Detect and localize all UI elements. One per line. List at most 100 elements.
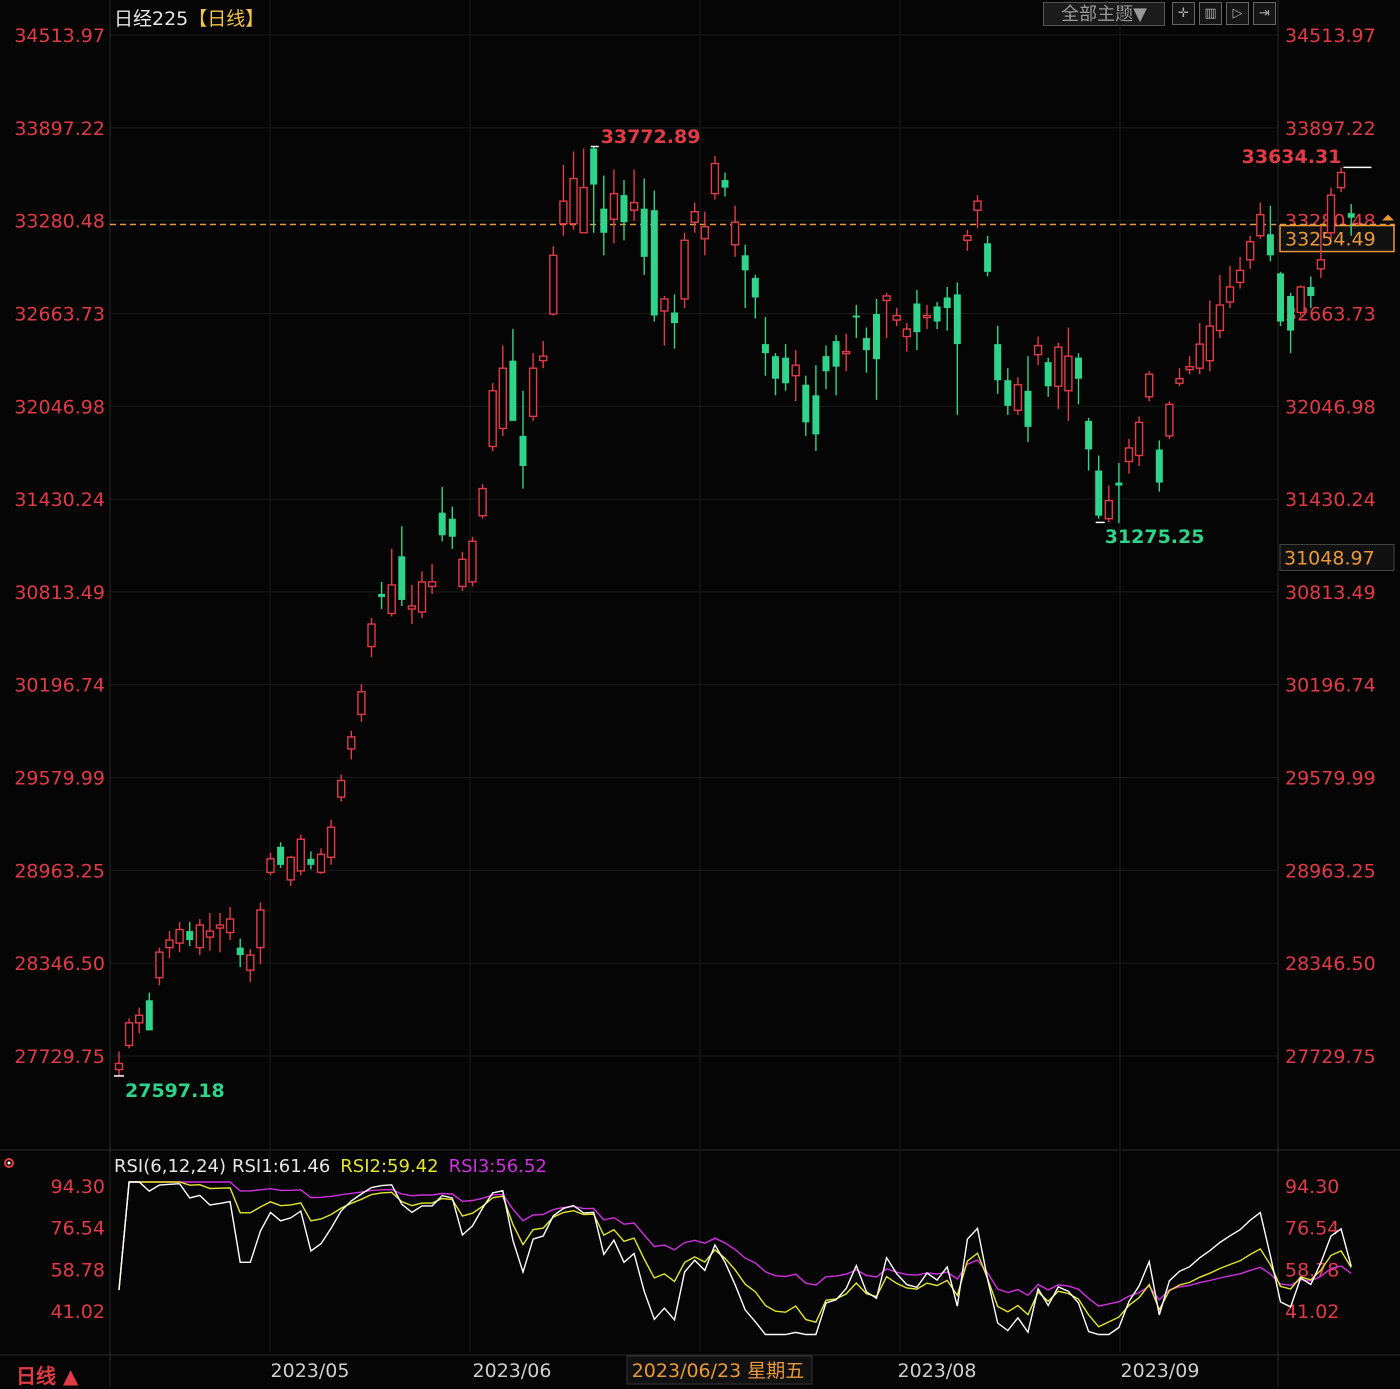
candle-body [1235,269,1245,284]
candle-body [629,201,639,211]
y-tick-left: 31430.24 [14,489,105,511]
y-tick-left: 32046.98 [14,396,105,418]
rsi3-value: RSI3:56.52 [448,1156,547,1177]
candle-body [559,200,568,225]
candle-body [710,162,720,195]
last-price-label: 33254.49 [1285,229,1376,251]
y-tick-right: 30196.74 [1285,675,1376,697]
candle-body [1004,380,1012,406]
y-tick-right: 28963.25 [1285,860,1376,882]
candle-body [963,235,972,241]
candle-body [1104,499,1114,520]
candle-body [873,314,880,360]
rsi-tick-left: 76.54 [51,1218,105,1240]
rsi-header: RSI(6,12,24) RSI1:61.46 RSI2:59.42 RSI3:56.… [114,1156,557,1177]
last-price-box [1279,224,1395,253]
settings-dot-icon[interactable] [3,1157,15,1169]
y-tick-right: 30813.49 [1285,582,1376,604]
candle-body [832,341,840,367]
period-tag[interactable]: 【日线】 [188,8,265,30]
candle-body [186,931,194,941]
cursor-price-box [1279,543,1395,571]
candle-body [1185,365,1194,371]
low-annotation: 31275.25 [1105,526,1205,548]
candle-body [913,303,921,333]
candle-body [1326,194,1336,234]
header-title: 日经225【日线】 [114,4,264,31]
y-tick-left: 29579.99 [14,768,105,790]
layout-grid-icon[interactable]: ▥ [1199,2,1222,25]
candle-body [1144,373,1154,398]
y-tick-left: 33280.48 [14,211,105,233]
candle-body [1215,304,1225,332]
candle-body [1307,286,1315,296]
candle-body [378,593,386,597]
y-tick-left: 30196.74 [14,675,105,697]
rsi3-line [118,1181,1352,1307]
candle-body [427,581,437,588]
candle-body [1013,384,1023,412]
play-icon[interactable]: ▷ [1226,2,1249,25]
x-tick-label: 2023/09 [1121,1360,1200,1382]
y-tick-right: 34513.97 [1285,25,1376,47]
candle-body [145,1000,153,1031]
rsi-tick-left: 94.30 [51,1176,105,1198]
candle-body [246,954,255,971]
candle-body [609,192,619,220]
rsi-tick-right: 94.30 [1285,1176,1339,1198]
y-tick-left: 28963.25 [14,860,105,882]
x-tick-label: 2023/05 [271,1360,350,1382]
crosshair-icon[interactable]: ✛ [1172,2,1195,25]
rsi-tick-left: 58.78 [51,1259,105,1281]
y-tick-left: 30813.49 [14,582,105,604]
candle-body [1115,482,1123,486]
candle-body [326,826,336,859]
candle-body [458,558,467,588]
candle-body [1336,171,1346,189]
candle-body [155,951,164,979]
up-arrow-icon [1382,214,1394,221]
candle-body [761,344,769,354]
candle-body [802,384,810,423]
candle-body [1175,378,1184,384]
candle-body [640,208,648,257]
y-tick-right: 29579.99 [1285,768,1376,790]
candle-body [509,360,517,421]
export-icon[interactable]: ⇥ [1253,2,1276,25]
rsi-tick-left: 41.02 [51,1301,105,1323]
candle-body [387,584,396,615]
candle-body [933,306,941,322]
theme-dropdown[interactable]: 全部主题▼ [1043,2,1165,26]
y-tick-right: 28346.50 [1285,953,1376,975]
candle-body [124,1022,134,1047]
candle-body [549,254,558,315]
candle-body [114,1062,124,1071]
instrument-name: 日经225 [114,8,189,30]
candle-body [256,909,265,949]
candle-body [1205,325,1215,362]
candle-body [175,928,184,944]
cursor-date-label: 2023/06/23 星期五 [632,1360,805,1382]
candle-body [680,239,689,300]
rsi2-line [118,1181,1352,1328]
candle-body [671,312,678,324]
candle-body [842,350,851,355]
y-tick-left: 28346.50 [14,953,105,975]
candle-body [1225,286,1235,303]
candle-body [650,210,658,316]
candle-body [236,947,244,956]
candle-body [1316,259,1326,270]
candle-body [286,856,295,881]
rsi-tick-right: 41.02 [1285,1301,1339,1323]
candle-body [1245,241,1255,261]
candle-body [1064,355,1073,392]
period-selector[interactable]: 日线 ▲ [16,1364,79,1388]
candle-body [721,180,729,188]
candle-body [1347,213,1355,218]
candle-body [600,208,608,233]
candle-body [478,487,487,517]
candle-body [347,736,356,750]
candle-body [700,226,709,240]
y-tick-right: 32663.73 [1285,303,1376,325]
